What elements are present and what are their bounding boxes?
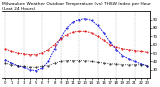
Text: Milwaukee Weather Outdoor Temperature (vs) THSW Index per Hour (Last 24 Hours): Milwaukee Weather Outdoor Temperature (v… <box>2 2 151 11</box>
